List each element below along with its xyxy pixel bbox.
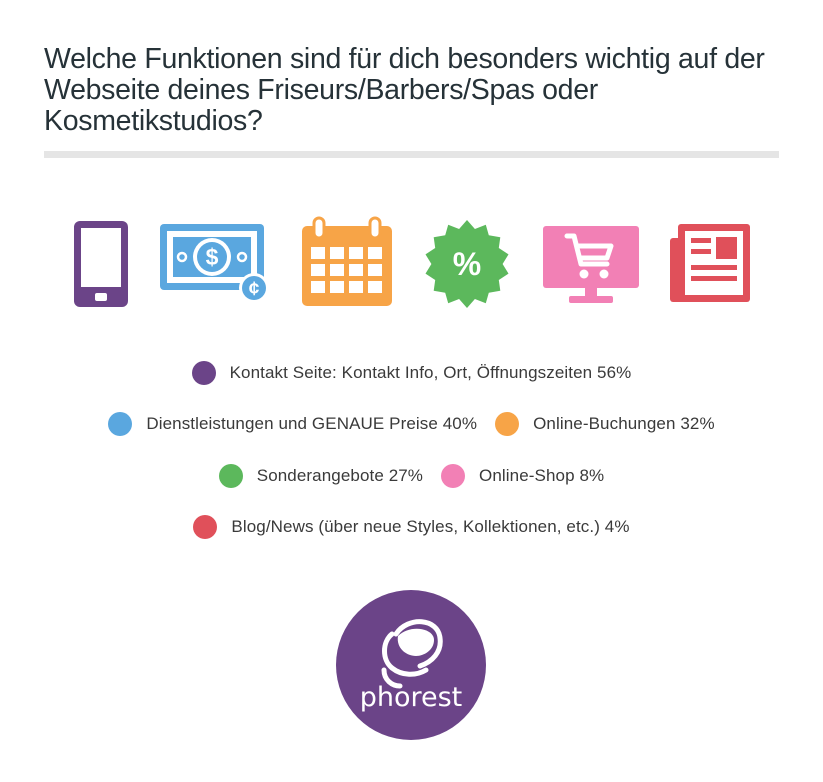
shopping-cart-monitor-icon [543,226,639,303]
legend-label: Kontakt Seite: Kontakt Info, Ort, Öffnun… [229,363,632,382]
legend-label: Dienstleistungen und GENAUE Preise 40% [146,414,478,433]
legend-item-dienstleistungen: Dienstleistungen und GENAUE Preise 40% [108,412,477,436]
phorest-logo: phorest [336,590,486,740]
legend-row-1: Kontakt Seite: Kontakt Info, Ort, Öffnun… [0,358,823,388]
chart-title: Welche Funktionen sind für dich besonder… [44,43,765,137]
legend-label: Sonderangebote 27% [256,466,424,485]
legend-label: Online-Shop 8% [479,466,605,485]
legend-row-2: Dienstleistungen und GENAUE Preise 40% O… [0,409,823,439]
title-divider [44,151,779,158]
legend-item-kontakt: Kontakt Seite: Kontakt Info, Ort, Öffnun… [191,361,632,385]
cart [564,233,614,267]
legend-row-3: Sonderangebote 27% Online-Shop 8% [0,461,823,491]
percent-sign: % [453,246,481,282]
legend-dot [191,361,216,385]
legend-dot [218,464,243,488]
logo-circle [336,590,486,740]
banknote-dollar-icon: $ ¢ [160,224,269,303]
legend-dot [441,464,466,488]
discount-badge-icon: % [425,220,509,308]
phone-screen [81,228,121,287]
legend-row-4: Blog/News (über neue Styles, Kollektione… [0,512,823,542]
legend-item-online-buchungen: Online-Buchungen 32% [495,412,715,436]
newspaper-icon [670,224,750,302]
legend-item-sonderangebote: Sonderangebote 27% [218,464,424,488]
legend-dot [108,412,133,436]
legend-label: Online-Buchungen 32% [533,414,715,433]
dollar-sign: $ [206,244,219,270]
cent-sign: ¢ [249,279,260,300]
calendar-icon [302,216,392,306]
badge-shape [425,220,509,308]
legend-dot [193,515,218,539]
legend-label: Blog/News (über neue Styles, Kollektione… [231,517,630,536]
legend-item-blog-news: Blog/News (über neue Styles, Kollektione… [193,515,629,539]
logo-mark [381,619,443,689]
phone-button [95,293,107,301]
legend-item-online-shop: Online-Shop 8% [441,464,604,488]
logo-wordmark: phorest [360,682,463,713]
legend-dot [495,412,520,436]
mobile-phone-icon [74,221,128,307]
